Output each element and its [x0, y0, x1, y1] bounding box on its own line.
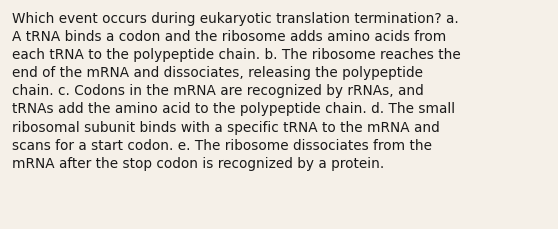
Text: Which event occurs during eukaryotic translation termination? a.
A tRNA binds a : Which event occurs during eukaryotic tra…	[12, 11, 461, 170]
